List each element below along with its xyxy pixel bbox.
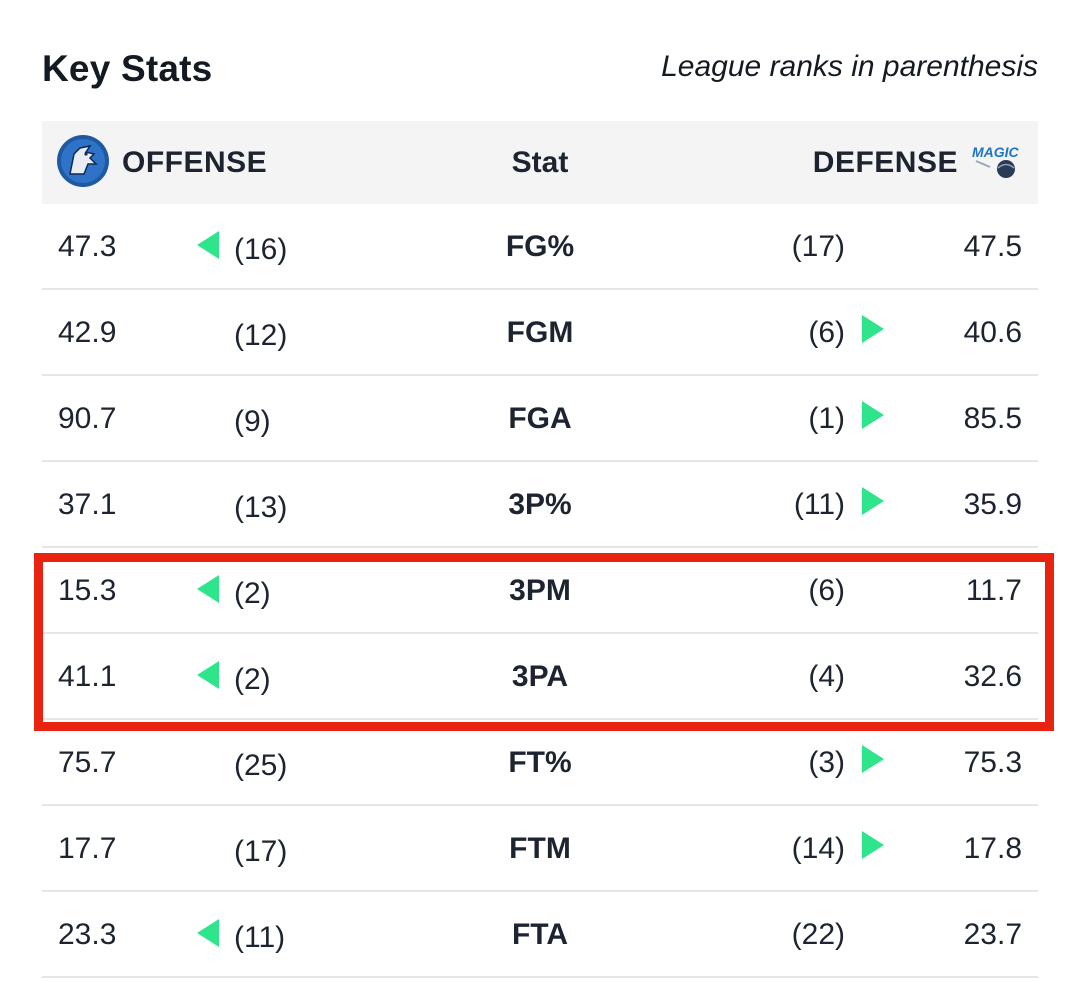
defense-value: 35.9 bbox=[963, 488, 1022, 521]
stat-name: 3P% bbox=[508, 488, 572, 521]
stat-name: FT% bbox=[508, 746, 572, 779]
stat-name: 3PM bbox=[509, 574, 571, 607]
title-bar: Key Stats League ranks in parenthesis bbox=[0, 0, 1080, 120]
defense-advantage-icon bbox=[862, 487, 884, 515]
defense-label: DEFENSE bbox=[812, 146, 958, 179]
defense-value: 11.7 bbox=[965, 574, 1022, 607]
stat-name: FTM bbox=[509, 832, 571, 865]
offense-rank: (17) bbox=[234, 835, 288, 868]
offense-rank: (16) bbox=[234, 233, 288, 266]
offense-value: 90.7 bbox=[58, 402, 117, 435]
defense-advantage-icon bbox=[862, 745, 884, 773]
offense-rank: (25) bbox=[234, 749, 288, 782]
offense-value: 47.3 bbox=[58, 230, 117, 263]
offense-advantage-icon bbox=[197, 575, 219, 603]
stat-name: FGA bbox=[508, 402, 572, 435]
stat-name: 3PA bbox=[511, 660, 569, 693]
offense-value: 37.1 bbox=[58, 488, 117, 521]
offense-value: 15.3 bbox=[58, 574, 117, 607]
offense-rank: (2) bbox=[234, 577, 271, 610]
offense-advantage-icon bbox=[197, 231, 219, 259]
defense-rank: (6) bbox=[808, 316, 845, 349]
offense-rank: (9) bbox=[234, 405, 271, 438]
defense-value: 23.7 bbox=[963, 918, 1022, 951]
offense-header[interactable]: OFFENSE bbox=[56, 134, 268, 193]
defense-value: 85.5 bbox=[963, 402, 1022, 435]
offense-advantage-icon bbox=[197, 661, 219, 689]
offense-value: 75.7 bbox=[58, 746, 117, 779]
defense-rank: (11) bbox=[793, 488, 845, 521]
offense-label: OFFENSE bbox=[122, 146, 268, 179]
table-row: 15.3 (2) 3PM (6) 11.7 bbox=[42, 548, 1038, 634]
table-row: 23.3 (11) FTA (22) 23.7 bbox=[42, 892, 1038, 978]
table-row: 37.1 (13) 3P% (11) 35.9 bbox=[42, 462, 1038, 548]
defense-value: 17.8 bbox=[963, 832, 1022, 865]
page-title: Key Stats bbox=[42, 48, 213, 89]
offense-value: 42.9 bbox=[58, 316, 117, 349]
svg-text:MAGIC: MAGIC bbox=[972, 144, 1020, 160]
table-row: 42.9 (12) FGM (6) 40.6 bbox=[42, 290, 1038, 376]
stat-name: FTA bbox=[511, 918, 569, 951]
page-subtitle: League ranks in parenthesis bbox=[661, 50, 1038, 83]
stat-name: FGM bbox=[506, 316, 574, 349]
defense-advantage-icon bbox=[862, 401, 884, 429]
table-row: 41.1 (2) 3PA (4) 32.6 bbox=[42, 634, 1038, 720]
defense-rank: (6) bbox=[808, 574, 845, 607]
defense-rank: (3) bbox=[808, 746, 845, 779]
defense-rank: (4) bbox=[808, 660, 845, 693]
offense-advantage-icon bbox=[197, 919, 219, 947]
stats-table-header: OFFENSE Stat DEFENSE MAGIC bbox=[42, 121, 1038, 204]
defense-rank: (1) bbox=[808, 402, 845, 435]
mavericks-logo-icon bbox=[56, 134, 110, 193]
magic-logo-icon: MAGIC bbox=[970, 141, 1022, 186]
stats-table-body: 47.3 (16) FG% (17) 47.5 42.9 (12) FGM (6) 40.6 90.… bbox=[42, 204, 1038, 978]
offense-rank: (12) bbox=[234, 319, 288, 352]
defense-value: 40.6 bbox=[963, 316, 1022, 349]
offense-value: 17.7 bbox=[58, 832, 117, 865]
defense-advantage-icon bbox=[862, 831, 884, 859]
stat-name: FG% bbox=[505, 230, 575, 263]
offense-value: 23.3 bbox=[58, 918, 117, 951]
defense-rank: (14) bbox=[791, 832, 845, 865]
offense-rank: (11) bbox=[234, 921, 286, 954]
defense-rank: (17) bbox=[791, 230, 845, 263]
table-row: 75.7 (25) FT% (3) 75.3 bbox=[42, 720, 1038, 806]
defense-value: 32.6 bbox=[963, 660, 1022, 693]
table-row: 47.3 (16) FG% (17) 47.5 bbox=[42, 204, 1038, 290]
defense-value: 75.3 bbox=[963, 746, 1022, 779]
offense-rank: (13) bbox=[234, 491, 288, 524]
defense-advantage-icon bbox=[862, 315, 884, 343]
table-row: 17.7 (17) FTM (14) 17.8 bbox=[42, 806, 1038, 892]
defense-value: 47.5 bbox=[963, 230, 1022, 263]
offense-value: 41.1 bbox=[58, 660, 117, 693]
defense-rank: (22) bbox=[791, 918, 845, 951]
table-row: 90.7 (9) FGA (1) 85.5 bbox=[42, 376, 1038, 462]
offense-rank: (2) bbox=[234, 663, 271, 696]
defense-header[interactable]: DEFENSE MAGIC bbox=[813, 139, 1022, 187]
